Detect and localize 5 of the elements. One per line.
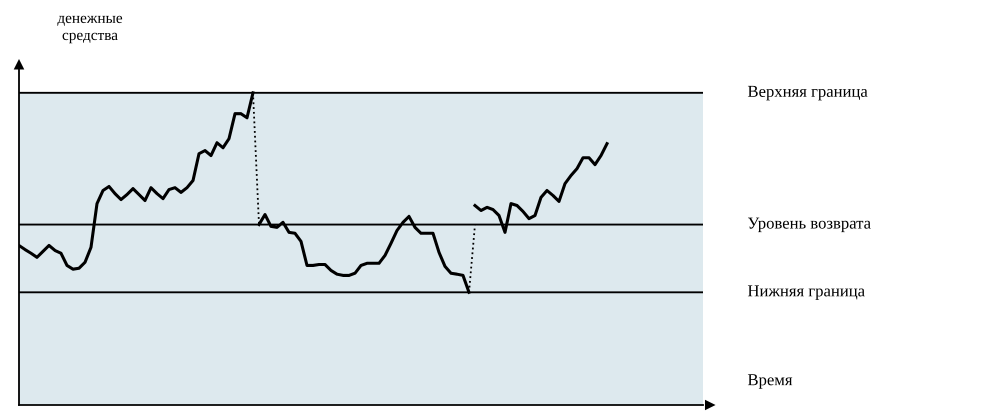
ref-line-label: Уровень возврата — [748, 218, 871, 232]
y-axis-title: денежные средства — [57, 16, 122, 44]
ref-line-label: Нижняя граница — [748, 285, 865, 300]
ref-line-label: Верхняя граница — [748, 86, 868, 100]
x-axis-title: Время — [748, 374, 792, 389]
